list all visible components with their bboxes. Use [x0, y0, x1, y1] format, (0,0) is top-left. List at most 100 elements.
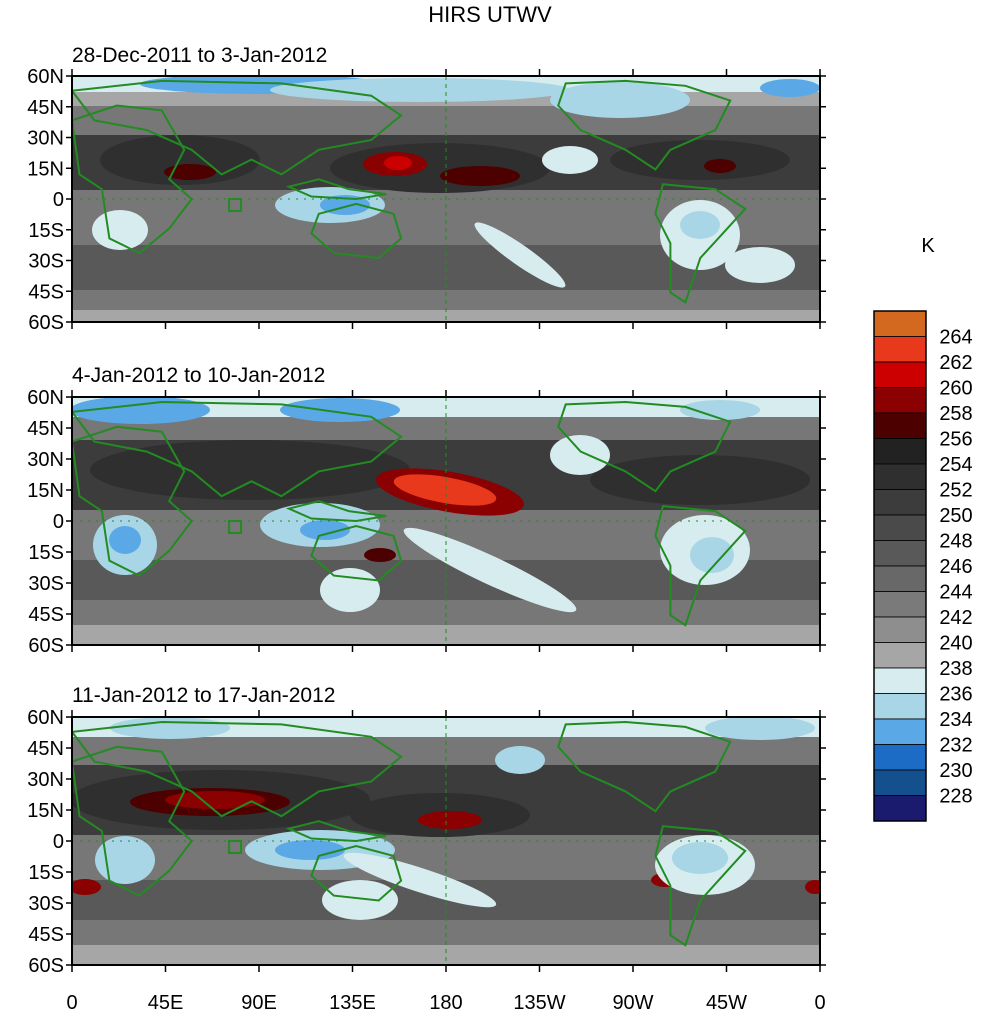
colorbar-swatch-4 [873, 412, 927, 439]
field-layer-3 [72, 717, 820, 965]
colorbar-label-248: 248 [939, 531, 972, 553]
lat-label-1-7: 45S [28, 281, 64, 303]
lat-label-1-0: 60N [27, 66, 64, 88]
moist-samerica-core-3 [672, 842, 728, 874]
lon-label-0: 0 [66, 992, 77, 1014]
moist-pacific-1 [270, 78, 570, 102]
lat-label-2-8: 60S [28, 635, 64, 657]
moist-samerica-core-1 [680, 211, 720, 239]
lat-label-1-3: 15N [27, 158, 64, 180]
moist-spcz-2 [403, 527, 577, 613]
coastline-layer [72, 76, 820, 965]
colorbar-label-250: 250 [939, 505, 972, 527]
colorbar-swatch-13 [873, 642, 927, 669]
lon-label-1: 45E [148, 992, 184, 1014]
colorbar-swatch-6 [873, 463, 927, 490]
red-max-3b [418, 811, 482, 829]
colorbar-swatch-8 [873, 514, 927, 541]
axis-ticks: 60N 45N 30N 15N 0 15S 30S 45S 60S 60N 45N 30N 15N 0 15… [27, 66, 826, 1014]
coastline-1-4 [285, 178, 387, 201]
dark-patch-2a [90, 440, 410, 500]
colorbar-label-260: 260 [939, 378, 972, 400]
unit-label: K [921, 235, 935, 257]
field-layer-2 [72, 397, 820, 645]
lat-label-3-4: 0 [53, 831, 64, 853]
moist-nblue-2b [280, 398, 400, 422]
moist-eqpac-1 [542, 146, 598, 174]
colorbar-swatch-18 [873, 769, 927, 796]
colorbar-label-242: 242 [939, 607, 972, 629]
moist-nblue-2c [680, 400, 760, 420]
moist-africa-3 [95, 836, 155, 884]
lon-label-8: 0 [814, 992, 825, 1014]
colorbar-label-234: 234 [939, 709, 972, 731]
lat-label-1-6: 30S [28, 251, 64, 273]
colorbar-swatch-17 [873, 744, 927, 771]
coastline-2-1 [72, 425, 194, 577]
coastline-1-6 [654, 183, 747, 304]
figure-title: HIRS UTWV [428, 2, 552, 27]
colorbar-swatch-2 [873, 361, 927, 388]
colorbar-label-252: 252 [939, 480, 972, 502]
lat-label-3-7: 45S [28, 924, 64, 946]
moist-spcz-3 [343, 852, 497, 908]
colorbar-label-256: 256 [939, 429, 972, 451]
colorbar-swatch-0 [873, 310, 927, 337]
colorbar-label-230: 230 [939, 760, 972, 782]
panel-title-3: 11-Jan-2012 to 17-Jan-2012 [72, 684, 335, 707]
red-max-3a-core [165, 791, 265, 809]
colorbar-label-258: 258 [939, 403, 972, 425]
lat-label-2-0: 60N [27, 387, 64, 409]
colorbar-label-232: 232 [939, 735, 972, 757]
red-max-1c [164, 164, 216, 180]
lat-label-2-1: 45N [27, 418, 64, 440]
panel-title-2: 4-Jan-2012 to 10-Jan-2012 [72, 364, 325, 387]
colorbar-swatch-5 [873, 438, 927, 465]
coastline-3-3 [310, 844, 403, 902]
colorbar-label-240: 240 [939, 633, 972, 655]
colorbar-swatch-1 [873, 336, 927, 363]
moist-samerica-core-2 [690, 537, 734, 573]
colorbar-label-246: 246 [939, 556, 972, 578]
box-marker-3 [228, 840, 243, 854]
colorbar-label-254: 254 [939, 454, 972, 476]
map-panel-3: 11-Jan-2012 to 17-Jan-2012 [72, 684, 820, 965]
lat-label-1-8: 60S [28, 312, 64, 334]
dark-patch-2b [590, 455, 810, 505]
coastline-3-4 [285, 820, 387, 843]
colorbar-swatch-11 [873, 591, 927, 618]
colorbar-swatch-10 [873, 565, 927, 592]
coastlines-panel-3 [72, 717, 820, 965]
moist-aus-3 [322, 880, 398, 920]
coastline-2-5 [557, 400, 732, 493]
colorbar-label-236: 236 [939, 684, 972, 706]
moist-nblue-2a [72, 397, 210, 424]
lat-label-3-3: 15N [27, 800, 64, 822]
lat-label-3-8: 60S [28, 955, 64, 977]
colorbar-label-264: 264 [939, 327, 972, 349]
colorbar-swatch-14 [873, 667, 927, 694]
coastline-1-1 [72, 104, 194, 255]
red-max-1d [704, 159, 736, 173]
moist-spcz-1 [474, 222, 566, 288]
coastline-3-2 [72, 720, 403, 818]
red-max-3c [72, 879, 101, 895]
moist-swatl-1 [725, 247, 795, 283]
coastline-1-3 [310, 202, 403, 260]
colorbar-swatch-7 [873, 489, 927, 516]
lat-label-3-1: 45N [27, 738, 64, 760]
lon-label-3: 135E [329, 992, 376, 1014]
panel-title-1: 28-Dec-2011 to 3-Jan-2012 [72, 44, 327, 67]
colorbar-swatch-15 [873, 693, 927, 720]
coastline-1-5 [557, 79, 732, 171]
moist-nblue-3b [705, 717, 815, 740]
moist-mc-core-3 [275, 840, 345, 860]
lat-label-1-5: 15S [28, 220, 64, 242]
moist-africa-core-2 [109, 526, 141, 554]
moist-aus-2 [320, 568, 380, 612]
colorbar-swatch-16 [873, 718, 927, 745]
lat-label-2-3: 15N [27, 480, 64, 502]
moist-pacific-3 [495, 746, 545, 774]
colorbar-label-228: 228 [939, 786, 972, 808]
